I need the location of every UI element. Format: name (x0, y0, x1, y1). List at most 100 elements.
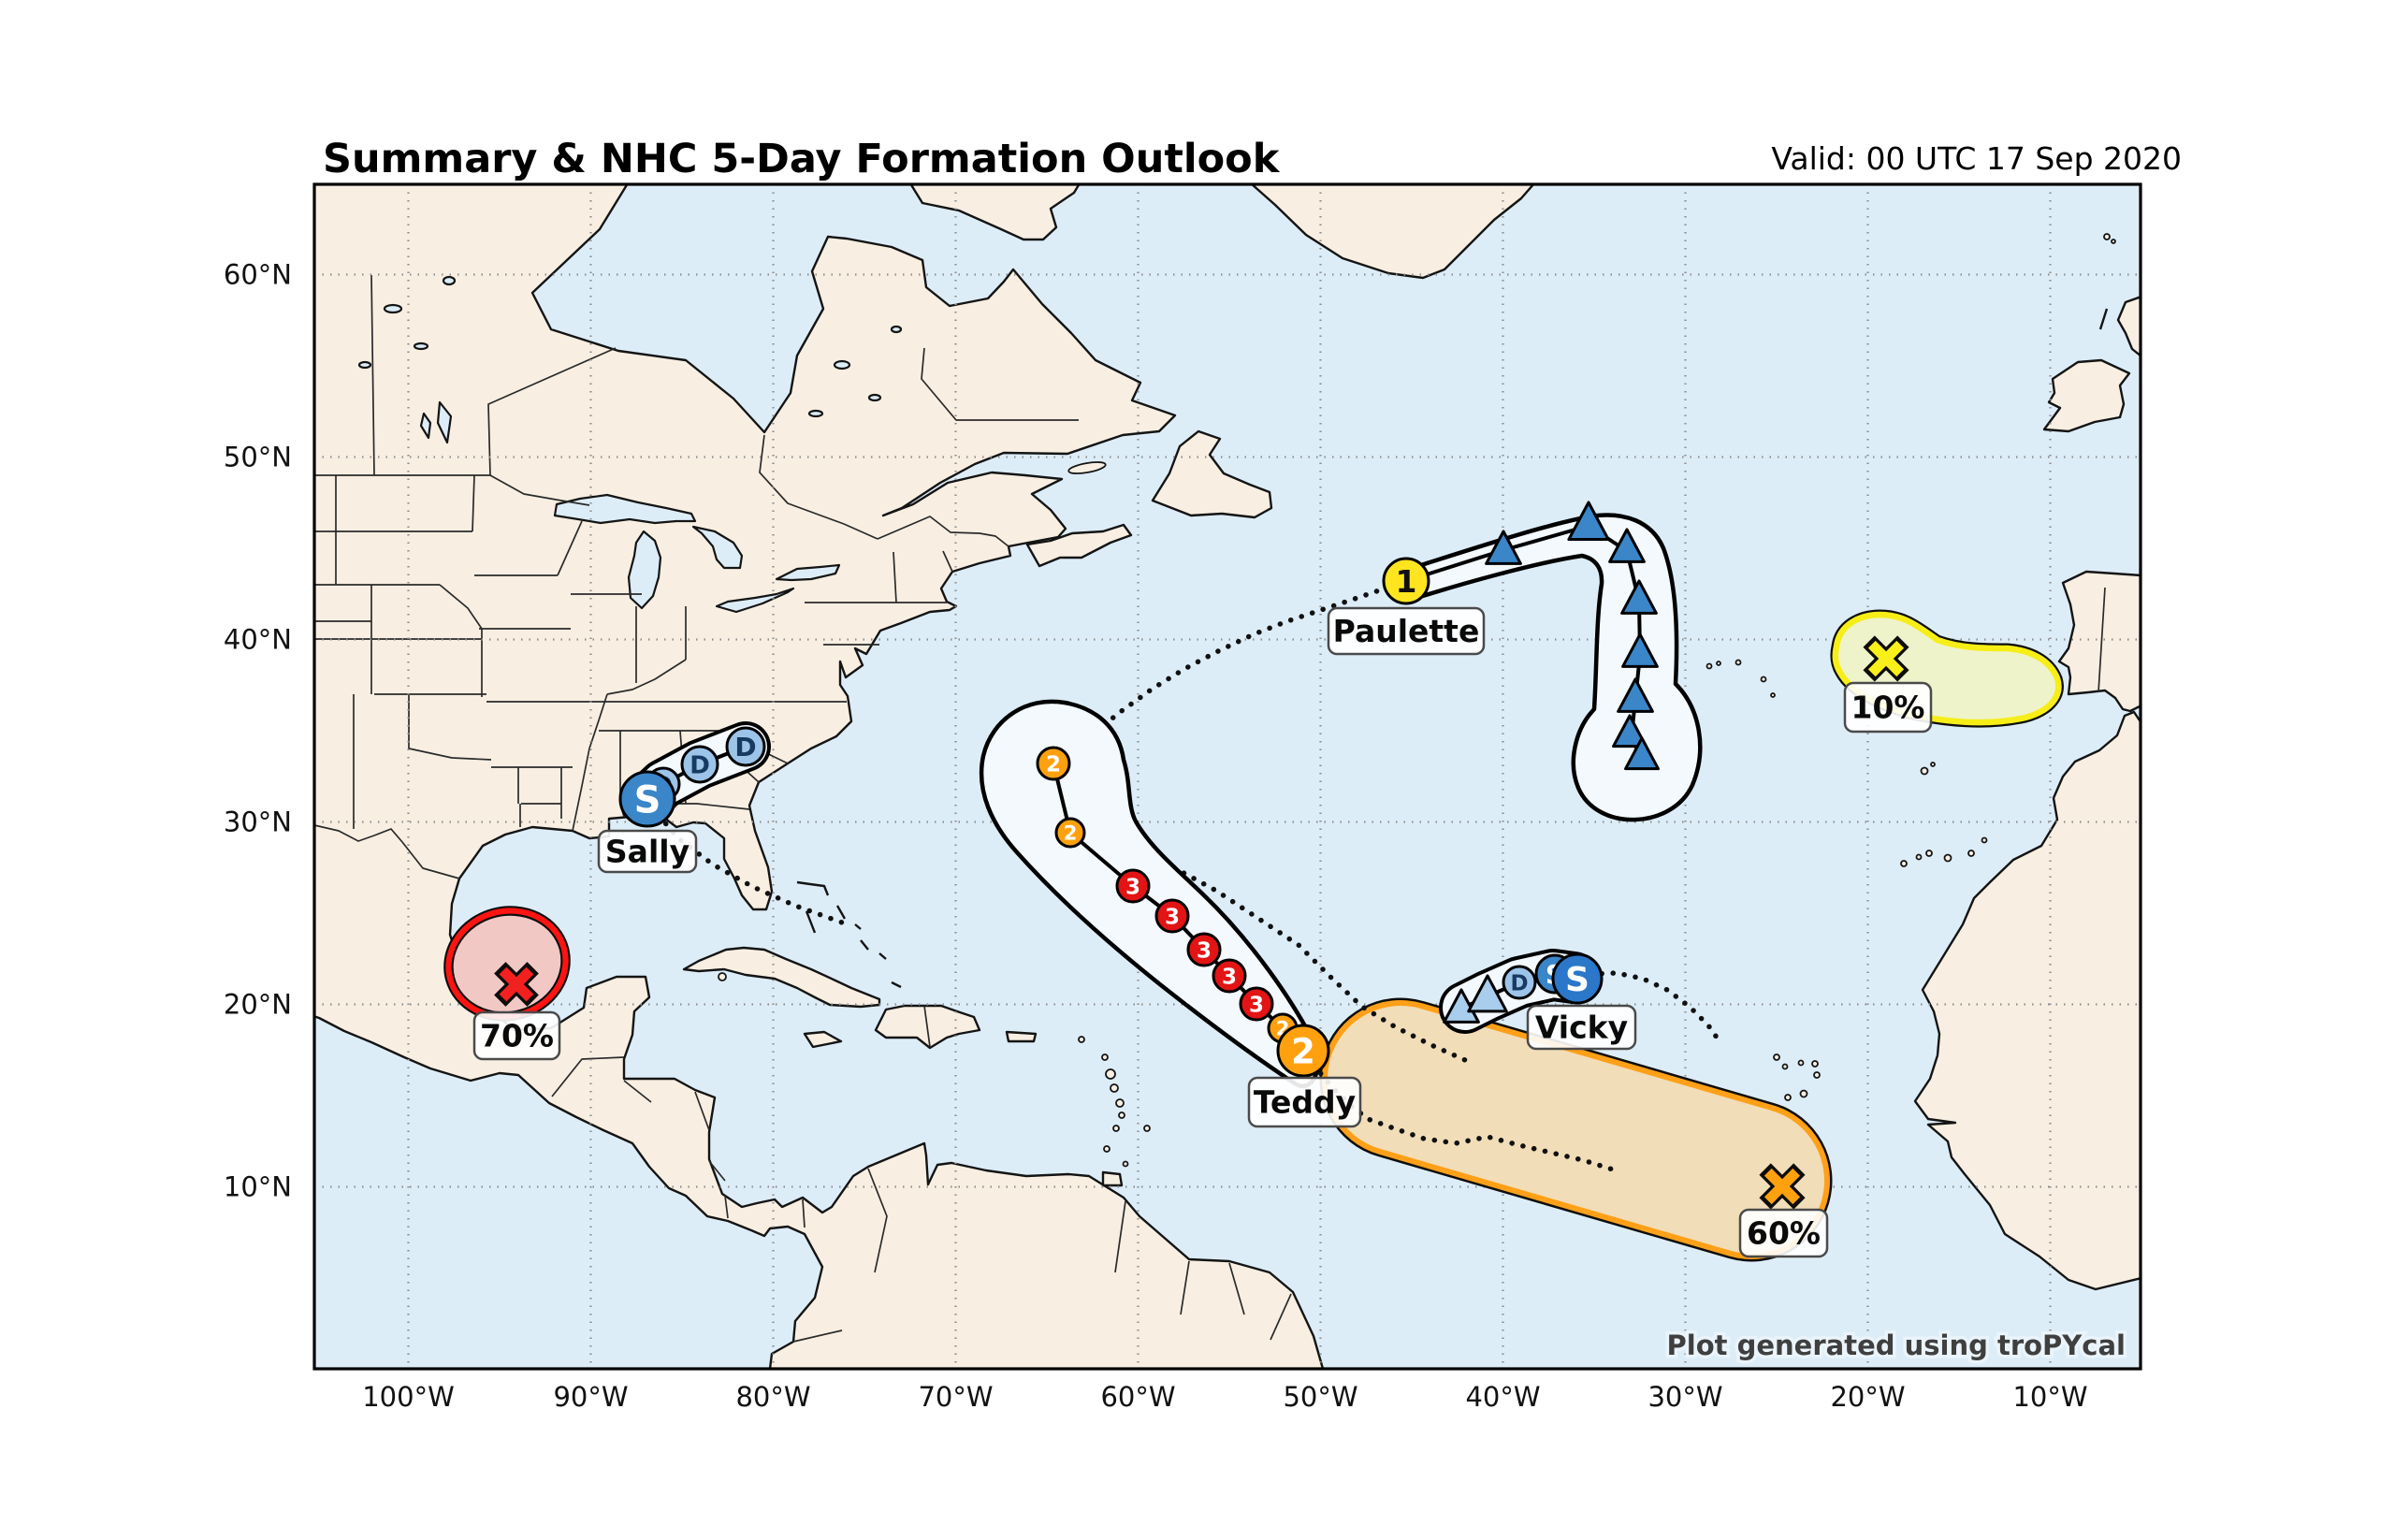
atlantic-islands (1044, 646, 1988, 1101)
feature-labels: Sally Paulette Vicky Teddy 70% 60% 10% (472, 606, 1933, 1258)
valid-time-label: Valid: 00 UTC 17 Sep 2020 (1771, 140, 2182, 177)
lon-tick-label: 20°W (1830, 1381, 1905, 1413)
label-paulette-text: Paulette (1333, 613, 1480, 649)
intensity-marker-text: 2 (1046, 752, 1061, 777)
x-formation-marker (1863, 635, 1909, 682)
storm-tracks: DDDS1DSS223333322 (618, 501, 1724, 1172)
great-lakes (357, 275, 903, 614)
lon-tick-label: 80°W (735, 1381, 810, 1413)
axis-tick-labels: 100°W 90°W 80°W 70°W 60°W 50°W 40°W 30°W 20°W 10°… (224, 259, 2088, 1414)
intensity-marker (1239, 986, 1274, 1022)
label-area-70: 70% (472, 1010, 561, 1061)
intensity-marker (618, 770, 676, 828)
label-sally-box (597, 829, 698, 874)
lon-tick-label: 100°W (362, 1381, 455, 1413)
past-track-dotted (1311, 1062, 1616, 1172)
label-area-10-text: 10% (1851, 690, 1925, 726)
label-area-60-box (1738, 1208, 1829, 1258)
lon-tick-label: 10°W (2012, 1381, 2087, 1413)
x-fill (1764, 1168, 1801, 1205)
area-fill (1328, 1006, 1824, 1254)
lat-tick-label: 60°N (224, 259, 292, 291)
past-track-dotted (1052, 585, 1468, 1063)
non-tropical-marker-icon (1467, 974, 1508, 1013)
formation-areas (443, 609, 2064, 1262)
label-paulette-box (1327, 606, 1486, 656)
lon-tick-label: 60°W (1100, 1381, 1175, 1413)
storm-paulette: 1 (1052, 501, 1703, 1063)
lat-tick-label: 10°N (224, 1171, 292, 1203)
intensity-marker (1054, 817, 1086, 849)
non-tropical-marker-icon (1620, 579, 1658, 615)
label-vicky-box (1526, 1004, 1637, 1051)
non-tropical-marker-icon (1624, 736, 1660, 771)
x-fill (1867, 640, 1905, 677)
page-title: Summary & NHC 5-Day Formation Outlook (323, 136, 1281, 182)
intensity-marker-text: 3 (1197, 938, 1212, 963)
intensity-marker-text: 2 (1291, 1031, 1315, 1071)
intensity-marker (1186, 932, 1222, 967)
storm-vicky: DSS (1439, 949, 1724, 1047)
intensity-marker (725, 726, 766, 767)
intensity-marker-text: D (734, 732, 756, 763)
intensity-marker (1551, 952, 1604, 1005)
x-fill (499, 966, 534, 1002)
intensity-marker (1115, 868, 1151, 904)
label-vicky-text: Vicky (1535, 1010, 1628, 1046)
label-teddy-text: Teddy (1254, 1084, 1356, 1121)
area-60 (1319, 997, 1833, 1262)
intensity-marker-text: 3 (1125, 875, 1140, 899)
non-tropical-marker-icon (1621, 632, 1659, 668)
map-frame (312, 182, 2142, 1371)
past-track-dotted (1588, 970, 1724, 1047)
intensity-marker (1154, 898, 1190, 934)
label-area-70-box (472, 1010, 561, 1061)
label-paulette: Paulette (1327, 606, 1486, 656)
x-formation-marker (494, 962, 539, 1007)
label-area-60-text: 60% (1747, 1215, 1821, 1252)
intensity-marker-text: D (1510, 971, 1528, 995)
intensity-marker (1502, 965, 1537, 1000)
label-teddy: Teddy (1247, 1076, 1362, 1128)
non-tropical-marker-icon (1612, 714, 1647, 748)
label-area-60: 60% (1738, 1208, 1829, 1258)
intensity-marker-text: 3 (1165, 905, 1180, 929)
lat-tick-label: 40°N (224, 624, 292, 656)
lat-tick-label: 20°N (224, 989, 292, 1021)
intensity-marker-text: S (1565, 961, 1589, 999)
lat-tick-label: 30°N (224, 806, 292, 838)
intensity-marker-text: S (634, 778, 661, 821)
lon-tick-label: 40°W (1465, 1381, 1540, 1413)
label-area-70-text: 70% (480, 1018, 554, 1054)
label-area-10: 10% (1843, 681, 1933, 734)
lesser-antilles (1078, 1036, 1151, 1187)
lat-tick-label: 50°N (224, 442, 292, 473)
basemap-land (314, 184, 2141, 1369)
intensity-marker-text: 3 (1222, 965, 1237, 989)
credit-label: Plot generated using troPYcal (1667, 1329, 2126, 1361)
intensity-marker (680, 745, 719, 784)
non-tropical-marker-icon (1567, 501, 1610, 542)
intensity-marker-text: 2 (1064, 822, 1078, 845)
intensity-marker (1036, 746, 1071, 781)
lon-tick-label: 70°W (918, 1381, 993, 1413)
x-formation-marker (1759, 1163, 1806, 1210)
lon-tick-label: 50°W (1283, 1381, 1357, 1413)
label-vicky: Vicky (1526, 1004, 1637, 1051)
label-teddy-box (1247, 1076, 1362, 1128)
label-area-10-box (1843, 681, 1933, 734)
label-sally-text: Sally (605, 834, 689, 870)
intensity-marker-text: 3 (1249, 993, 1264, 1017)
intensity-marker (1382, 557, 1430, 605)
intensity-marker-text: 1 (1396, 563, 1417, 600)
non-tropical-marker-icon (1485, 530, 1522, 565)
intensity-marker (1276, 1024, 1330, 1078)
lon-tick-label: 30°W (1647, 1381, 1722, 1413)
non-tropical-marker-icon (1617, 677, 1654, 713)
non-tropical-marker-icon (1608, 528, 1646, 563)
lon-tick-label: 90°W (553, 1381, 628, 1413)
area-70 (443, 906, 571, 1022)
